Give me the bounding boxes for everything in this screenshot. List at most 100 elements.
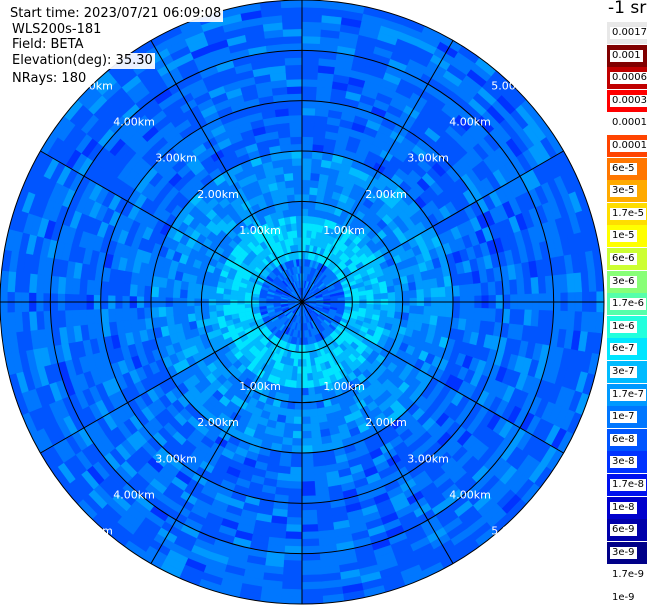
ppi-cell (284, 57, 303, 66)
ppi-cell (297, 244, 303, 253)
ppi-cell (301, 595, 324, 605)
ppi-cell (309, 179, 320, 189)
ppi-cell (301, 387, 309, 396)
colorbar-tick-label: 6e-5 (610, 162, 637, 175)
ppi-cell (423, 306, 432, 316)
ppi-cell (480, 308, 490, 322)
ppi-cell (64, 276, 74, 295)
ppi-cell (306, 365, 313, 374)
azimuth-spoke (40, 150, 303, 303)
ppi-cell (285, 71, 303, 80)
ppi-cell (281, 588, 303, 598)
ppi-cell (394, 305, 403, 313)
ppi-cell (282, 567, 303, 576)
ppi-cell (208, 291, 217, 300)
ppi-cell (285, 408, 295, 418)
ppi-cell (309, 186, 319, 196)
ppi-cell (307, 387, 316, 396)
ppi-cell (301, 430, 312, 439)
ppi-cell (201, 305, 210, 313)
ppi-cell (291, 438, 303, 447)
ppi-cell (394, 291, 403, 299)
colorbar-tick-label: 1.7e-8 (610, 479, 647, 491)
ppi-cell (143, 307, 153, 319)
ppi-cell (180, 280, 189, 291)
ppi-cell (283, 559, 303, 569)
colorbar-tick-label: 0.0006 (610, 72, 647, 85)
ppi-cell (114, 282, 124, 296)
field-label: Field: BETA (10, 37, 86, 53)
ppi-cell (301, 559, 321, 569)
ppi-cell (107, 308, 117, 323)
ppi-cell (288, 208, 297, 217)
ppi-cell (301, 150, 313, 159)
ring-label: 2.00km (197, 188, 239, 201)
ppi-cell (286, 509, 303, 518)
ppi-cell (298, 251, 303, 260)
ppi-cell (286, 401, 296, 410)
colorbar-tick-label: 0.0017 (610, 27, 647, 39)
azimuth-spoke (301, 40, 454, 303)
ppi-cell (407, 281, 417, 291)
ppi-cell (301, 588, 323, 598)
ring-label: 2.00km (365, 188, 407, 201)
ppi-cell (301, 100, 317, 109)
ppi-cell (258, 303, 267, 307)
colorbar-tick-label: 1e-9 (610, 592, 637, 604)
ppi-cell (287, 100, 303, 109)
ppi-cell (296, 373, 303, 382)
ppi-cell (294, 402, 303, 411)
ppi-cell (312, 458, 326, 468)
ppi-cell (308, 194, 318, 203)
ppi-cell (297, 237, 303, 245)
colorbar-tick-label: 1e-5 (610, 230, 637, 243)
ppi-cell (186, 305, 195, 315)
ppi-cell (310, 172, 321, 182)
ring-labels: 1.00km 2.00km 3.00km 4.00km 5.00km 1.00km 2.00… (71, 79, 533, 537)
colorbar-units: -1 sr (608, 0, 647, 18)
ppi-cell (86, 309, 95, 325)
ring-label: 4.00km (113, 116, 155, 129)
ppi-cell (301, 438, 313, 447)
ppi-cell (310, 422, 321, 432)
ppi-cell (286, 78, 303, 88)
azimuth-spoke (301, 301, 564, 454)
ring-label: 3.00km (155, 452, 197, 465)
ppi-cell (78, 278, 88, 295)
ppi-cell (422, 279, 431, 290)
ppi-cell (301, 516, 318, 526)
ppi-cell (473, 307, 482, 322)
ppi-cell (180, 313, 189, 324)
ppi-cell (409, 289, 418, 299)
ppi-cell (282, 574, 303, 583)
ppi-cell (301, 28, 322, 37)
ppi-cell (301, 215, 309, 224)
ppi-cell (301, 193, 310, 202)
ppi-cell (283, 552, 303, 562)
ppi-cell (172, 288, 181, 298)
ppi-cell (451, 307, 461, 319)
ppi-cell (286, 516, 303, 526)
ppi-cell (301, 524, 319, 533)
ppi-cell (301, 466, 315, 475)
ppi-cell (78, 309, 88, 326)
ppi-cell (305, 358, 312, 367)
ppi-cell (466, 307, 475, 321)
ppi-cell (165, 287, 174, 298)
ppi-cell (283, 422, 294, 432)
ppi-cell (387, 304, 396, 313)
colorbar-tick-label: 6e-8 (610, 433, 637, 446)
ppi-cell (193, 305, 203, 314)
ppi-cell (509, 279, 518, 295)
ppi-cell (285, 186, 295, 196)
ppi-cell (296, 229, 303, 238)
ppi-cell (301, 121, 315, 131)
ppi-cell (291, 445, 303, 454)
ppi-cell (301, 186, 311, 195)
ppi-cell (444, 306, 454, 319)
ppi-cell (309, 415, 320, 425)
ppi-cell (136, 284, 145, 297)
ppi-cell (301, 86, 318, 95)
ppi-cell (415, 313, 424, 324)
ppi-cell (283, 35, 303, 45)
